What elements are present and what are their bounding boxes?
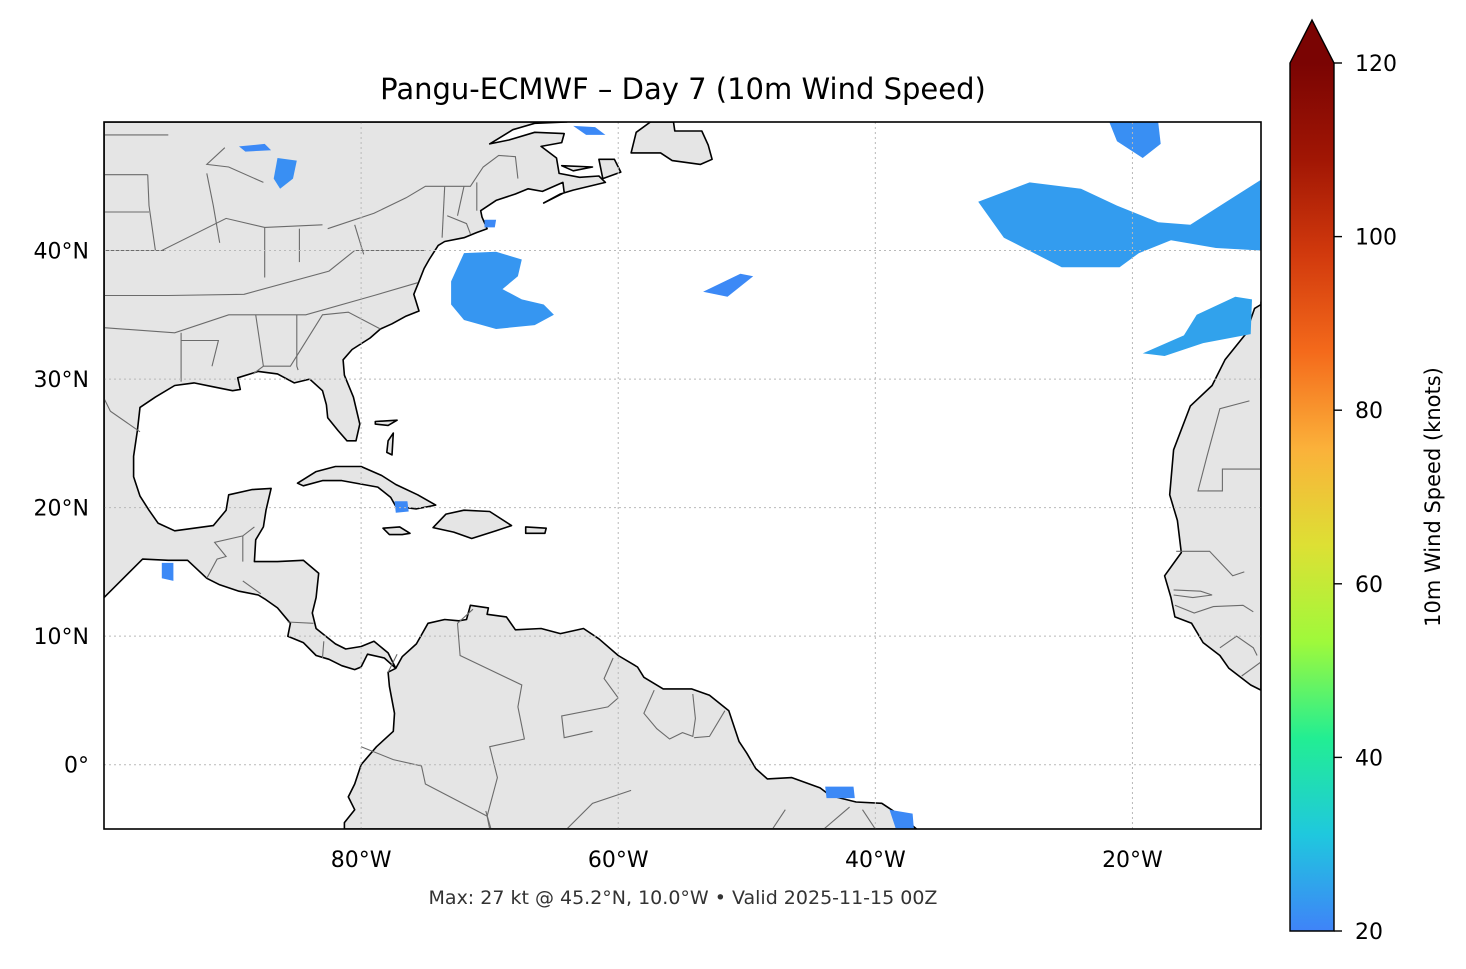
landmass-jamaica bbox=[382, 526, 411, 536]
map-content bbox=[104, 122, 1261, 829]
border-line bbox=[104, 217, 323, 252]
colorbar-tick-label: 80 bbox=[1355, 399, 1383, 424]
border-line bbox=[1174, 604, 1254, 614]
landmass-newfoundland bbox=[630, 122, 713, 166]
landmass-nova-scotia-island bbox=[598, 158, 622, 180]
wind-region-pacific-patch bbox=[161, 562, 174, 581]
landmass-north-america bbox=[104, 122, 607, 671]
lat-tick-label: 40°N bbox=[34, 240, 89, 265]
landmass-puerto-rico bbox=[524, 526, 548, 535]
border-line bbox=[446, 215, 471, 234]
landmass-pei bbox=[560, 164, 594, 172]
border-line bbox=[104, 398, 141, 433]
lon-tick-label: 80°W bbox=[331, 848, 392, 873]
colorbar-ticks: 20 40 60 80 100 120 bbox=[1334, 52, 1397, 945]
latitude-ticks: 40°N 30°N 20°N 10°N 0° bbox=[34, 240, 89, 779]
wind-region-lake-superior bbox=[239, 143, 272, 152]
colorbar-extend-arrow bbox=[1290, 20, 1334, 63]
colorbar-tick-label: 40 bbox=[1355, 746, 1383, 771]
lon-tick-label: 20°W bbox=[1102, 848, 1163, 873]
lat-tick-label: 0° bbox=[64, 754, 89, 779]
wind-region-off-iberia bbox=[1142, 296, 1252, 356]
lat-tick-label: 10°N bbox=[34, 625, 89, 650]
border-line bbox=[327, 154, 519, 230]
border-line bbox=[242, 580, 262, 595]
border-line bbox=[485, 810, 492, 829]
border-line bbox=[561, 657, 619, 739]
border-line bbox=[1176, 550, 1245, 577]
wind-region-gulf-of-st-lawrence bbox=[573, 125, 606, 135]
landmass-cuba bbox=[296, 465, 437, 510]
colorbar: 20 40 60 80 100 120 10m Wind Speed (knots) bbox=[1289, 18, 1445, 945]
colorbar-tick-label: 60 bbox=[1355, 573, 1383, 598]
border-line bbox=[181, 339, 220, 367]
border-line bbox=[387, 653, 398, 673]
border-line bbox=[643, 689, 696, 740]
landmass-bahamas-b bbox=[385, 432, 395, 456]
wind-region-northeast-atlantic-top bbox=[1109, 122, 1161, 158]
border-line bbox=[206, 526, 255, 579]
border-line bbox=[862, 809, 876, 829]
border-line bbox=[252, 311, 381, 375]
colorbar-label: 10m Wind Speed (knots) bbox=[1421, 367, 1445, 627]
border-line bbox=[321, 641, 325, 659]
landmass-south-america bbox=[343, 604, 918, 829]
lon-tick-label: 40°W bbox=[845, 848, 906, 873]
colorbar-tick-label: 20 bbox=[1355, 920, 1383, 945]
border-line bbox=[104, 249, 426, 297]
border-line bbox=[1219, 635, 1258, 656]
wind-region-mid-atlantic-streak bbox=[703, 273, 754, 297]
border-line bbox=[456, 608, 526, 829]
landmass-bahamas-a bbox=[374, 419, 398, 427]
wind-region-brazil-coast-a bbox=[825, 786, 855, 799]
colorbar-gradient bbox=[1290, 63, 1334, 931]
wind-region-great-lakes bbox=[273, 158, 297, 189]
border-line bbox=[772, 809, 786, 829]
lat-tick-label: 20°N bbox=[34, 497, 89, 522]
border-line bbox=[255, 314, 264, 367]
border-line bbox=[296, 314, 299, 371]
footer-caption: Max: 27 kt @ 45.2°N, 10.0°W • Valid 2025… bbox=[429, 887, 938, 909]
border-line bbox=[205, 147, 264, 183]
lon-tick-label: 60°W bbox=[588, 848, 649, 873]
wind-region-caribbean-patch bbox=[394, 501, 409, 513]
border-line bbox=[354, 224, 365, 255]
wind-region-northeast-atlantic-main bbox=[978, 179, 1261, 268]
wind-region-brazil-coast-b bbox=[889, 809, 914, 829]
border-line bbox=[1241, 661, 1261, 677]
colorbar-outline bbox=[1289, 18, 1335, 932]
wind-region-off-us-east-coast bbox=[451, 251, 554, 329]
landmass-africa bbox=[1163, 301, 1261, 692]
border-line bbox=[206, 173, 221, 243]
colorbar-tick-label: 100 bbox=[1355, 226, 1397, 251]
wind-speed-layer bbox=[161, 122, 1261, 829]
map-title: Pangu-ECMWF – Day 7 (10m Wind Speed) bbox=[380, 72, 986, 106]
border-line bbox=[694, 710, 726, 739]
border-line bbox=[1197, 400, 1261, 492]
border-line bbox=[456, 186, 465, 216]
lat-tick-label: 30°N bbox=[34, 368, 89, 393]
border-line bbox=[566, 789, 632, 829]
border-line bbox=[360, 746, 488, 817]
land-layer bbox=[104, 122, 1261, 829]
border-line bbox=[441, 186, 446, 238]
wind-region-cape-cod bbox=[484, 219, 497, 228]
landmass-hispaniola bbox=[432, 509, 513, 540]
border-line bbox=[287, 621, 314, 624]
map-frame bbox=[103, 121, 1262, 830]
border-line bbox=[823, 806, 850, 829]
longitude-ticks: 80°W 60°W 40°W 20°W bbox=[331, 848, 1163, 873]
border-line bbox=[1173, 589, 1213, 599]
colorbar-tick-label: 120 bbox=[1355, 52, 1397, 77]
country-borders bbox=[104, 134, 1261, 829]
